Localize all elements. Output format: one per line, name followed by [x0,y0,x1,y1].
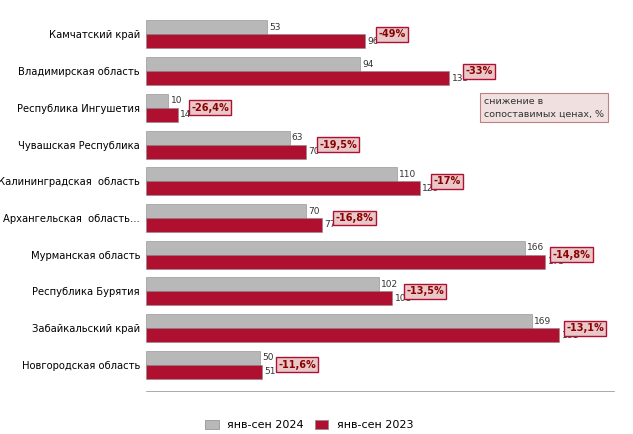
Bar [146,292,392,306]
Text: 175: 175 [548,257,565,266]
Bar [146,57,360,71]
Text: 102: 102 [381,280,398,289]
Text: 14: 14 [180,110,191,119]
Text: -17%: -17% [434,176,461,186]
Text: 53: 53 [269,23,280,32]
Text: 70: 70 [308,147,319,156]
Text: -26,4%: -26,4% [191,103,229,113]
Text: 94: 94 [363,59,374,69]
Text: 110: 110 [399,170,417,179]
Text: 10: 10 [171,96,182,105]
Text: -14,8%: -14,8% [553,250,590,260]
Bar [146,204,306,218]
Text: 96: 96 [367,37,379,46]
Bar [146,314,532,328]
Bar [146,131,289,145]
Text: 166: 166 [527,243,544,252]
Text: 63: 63 [292,133,303,142]
Bar [146,20,266,34]
Bar [146,328,559,342]
Text: -49%: -49% [379,30,406,39]
Text: -13,1%: -13,1% [566,323,604,333]
Text: -13,5%: -13,5% [406,286,444,296]
Text: 120: 120 [422,184,439,193]
Text: 50: 50 [262,353,273,362]
Text: 169: 169 [534,317,551,326]
Bar [146,94,168,108]
Text: -11,6%: -11,6% [278,360,316,370]
Text: 133: 133 [452,74,469,82]
Bar [146,365,262,379]
Text: 77: 77 [324,220,335,230]
Text: 70: 70 [308,207,319,216]
Bar [146,71,449,85]
Bar [146,351,260,365]
Bar [146,255,546,269]
Bar [146,168,397,181]
Text: 51: 51 [265,367,276,376]
Text: 108: 108 [394,294,412,303]
Bar [146,218,322,232]
Bar [146,108,178,122]
Text: 181: 181 [561,331,579,340]
Text: -33%: -33% [465,66,492,76]
Bar [146,181,420,195]
Bar [146,277,379,292]
Text: -16,8%: -16,8% [335,213,373,223]
Legend: янв-сен 2024, янв-сен 2023: янв-сен 2024, янв-сен 2023 [201,415,418,434]
Bar [146,145,306,158]
Bar [146,241,525,255]
Text: снижение в
сопоставимых ценах, %: снижение в сопоставимых ценах, % [484,97,604,118]
Text: -19,5%: -19,5% [319,140,357,150]
Bar [146,34,365,48]
